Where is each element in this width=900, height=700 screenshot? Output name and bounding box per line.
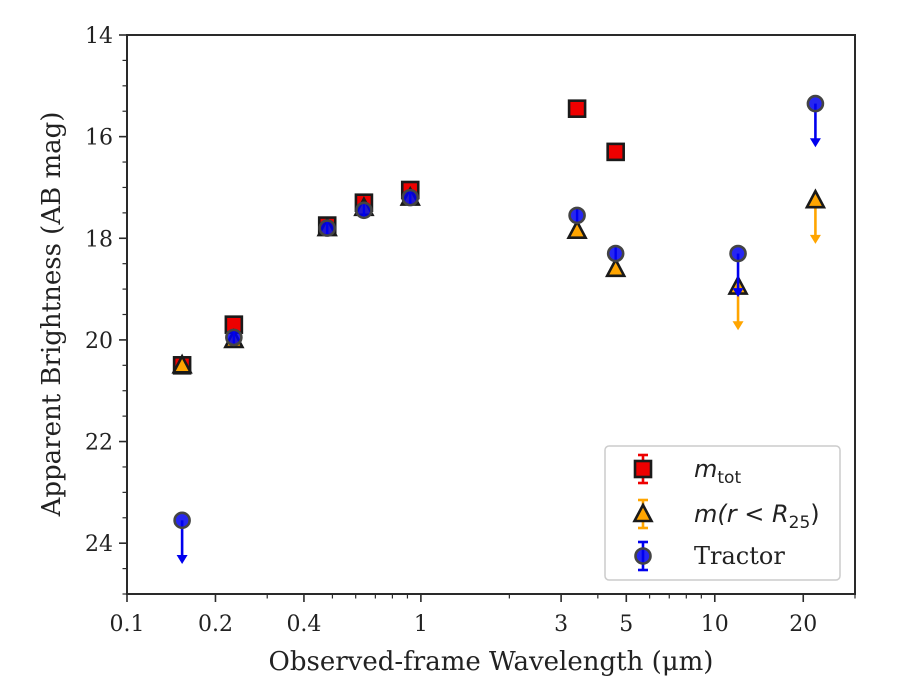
legend-label-subscript: 25 bbox=[789, 513, 811, 533]
data-point-circle bbox=[606, 244, 625, 263]
data-point-circle bbox=[355, 201, 373, 220]
y-axis-title: Apparent Brightness (AB mag) bbox=[37, 112, 67, 518]
y-tick-label: 18 bbox=[85, 227, 113, 252]
data-point-triangle bbox=[804, 188, 827, 209]
legend-entry: Tractor bbox=[634, 540, 785, 572]
series-circle bbox=[173, 94, 825, 564]
legend-label: Tractor bbox=[694, 542, 785, 570]
legend-marker-circle bbox=[634, 547, 652, 565]
data-point-circle bbox=[318, 219, 337, 237]
x-tick-label: 0.2 bbox=[198, 612, 233, 637]
x-tick-label: 10 bbox=[701, 612, 729, 637]
y-tick-label: 20 bbox=[85, 329, 113, 354]
data-point-circle bbox=[806, 94, 825, 113]
x-axis-title: Observed-frame Wavelength (μm) bbox=[269, 647, 714, 677]
y-tick-label: 16 bbox=[85, 126, 113, 151]
plot-frame bbox=[126, 34, 856, 595]
legend-label-subscript: tot bbox=[717, 468, 741, 488]
data-point-circle bbox=[729, 244, 747, 263]
upper-limit-arrowhead bbox=[809, 138, 821, 148]
upper-limit-arrowhead bbox=[732, 288, 744, 298]
x-tick-label: 0.1 bbox=[110, 612, 145, 637]
y-tick-label: 14 bbox=[85, 24, 113, 49]
x-tick-label: 20 bbox=[789, 612, 817, 637]
legend-label-base: m bbox=[694, 455, 717, 483]
legend-label-suffix: ) bbox=[810, 500, 819, 528]
upper-limit-arrowhead bbox=[809, 234, 821, 244]
data-point-triangle bbox=[171, 353, 193, 374]
x-tick-label: 5 bbox=[619, 612, 633, 637]
data-point-square bbox=[567, 99, 587, 118]
data-point-triangle bbox=[605, 256, 627, 278]
legend-label: mtot bbox=[694, 455, 741, 488]
legend-entry: mtot bbox=[633, 453, 741, 488]
legend-label-base: m(r < R bbox=[694, 500, 789, 528]
data-point-square bbox=[606, 142, 625, 162]
data-point-triangle bbox=[566, 218, 588, 239]
y-tick-label: 24 bbox=[85, 532, 113, 557]
legend-label: m(r < R25) bbox=[694, 500, 820, 533]
legend-label-base: Tractor bbox=[694, 542, 785, 570]
legend-entry: m(r < R25) bbox=[632, 498, 820, 533]
legend-box bbox=[604, 445, 841, 581]
upper-limit-arrowhead bbox=[732, 321, 744, 331]
data-point-circle bbox=[225, 328, 243, 347]
data-marks bbox=[171, 94, 827, 564]
data-point-circle bbox=[173, 511, 191, 530]
data-point-circle bbox=[568, 206, 586, 225]
legend-marker-triangle bbox=[632, 502, 654, 523]
y-tick-label: 22 bbox=[85, 431, 113, 456]
x-tick-label: 0.4 bbox=[286, 612, 321, 637]
upper-limit-arrowhead bbox=[176, 554, 188, 564]
axes: 0.1 0.2 0.4 1 3 5 10 20 14 16 18 20 22 24 bbox=[85, 24, 856, 637]
legend-marker-square bbox=[633, 459, 653, 479]
data-point-circle bbox=[401, 188, 420, 207]
x-tick-label: 1 bbox=[414, 612, 428, 637]
legend: mtot m(r < R25) Tractor bbox=[604, 445, 841, 581]
x-tick-label: 3 bbox=[554, 612, 568, 637]
